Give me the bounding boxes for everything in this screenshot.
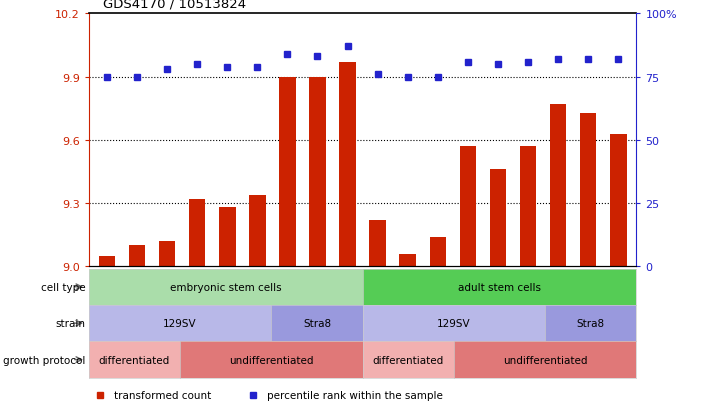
Text: 129SV: 129SV: [437, 318, 471, 328]
Bar: [459, 147, 476, 267]
Bar: [129, 246, 145, 267]
Text: differentiated: differentiated: [99, 355, 170, 365]
Text: embryonic stem cells: embryonic stem cells: [170, 282, 282, 292]
Bar: [219, 208, 235, 267]
Bar: [490, 170, 506, 267]
Bar: [429, 237, 446, 267]
Bar: [339, 63, 356, 267]
Bar: [370, 221, 386, 267]
Text: Stra8: Stra8: [577, 318, 605, 328]
Text: undifferentiated: undifferentiated: [503, 355, 587, 365]
Bar: [159, 242, 176, 267]
Text: cell type: cell type: [41, 282, 85, 292]
Text: differentiated: differentiated: [373, 355, 444, 365]
Bar: [610, 134, 626, 267]
Bar: [309, 78, 326, 267]
Text: undifferentiated: undifferentiated: [229, 355, 314, 365]
Bar: [99, 256, 115, 267]
Bar: [249, 195, 266, 267]
Text: strain: strain: [55, 318, 85, 328]
Text: transformed count: transformed count: [114, 390, 210, 401]
Bar: [400, 254, 416, 267]
Bar: [189, 199, 205, 267]
Text: adult stem cells: adult stem cells: [458, 282, 541, 292]
Bar: [550, 105, 567, 267]
Bar: [580, 113, 597, 267]
Text: Stra8: Stra8: [303, 318, 331, 328]
Bar: [279, 78, 296, 267]
Text: GDS4170 / 10513824: GDS4170 / 10513824: [103, 0, 246, 10]
Text: percentile rank within the sample: percentile rank within the sample: [267, 390, 443, 401]
Text: growth protocol: growth protocol: [3, 355, 85, 365]
Text: 129SV: 129SV: [164, 318, 197, 328]
Bar: [520, 147, 536, 267]
